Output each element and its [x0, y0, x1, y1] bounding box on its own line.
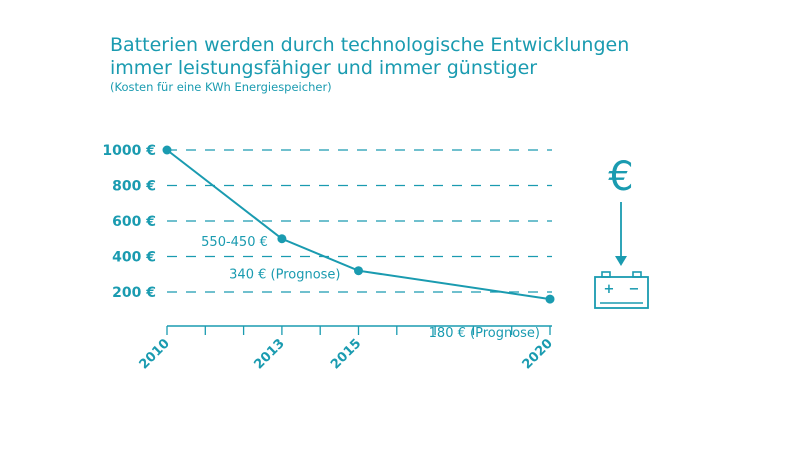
euro-icon: €: [608, 154, 633, 200]
data-point: [162, 145, 172, 155]
chart-title-line-2: immer leistungsfähiger und immer günstig…: [110, 57, 538, 79]
y-tick-label: 400 €: [112, 250, 156, 266]
battery-body: [594, 276, 649, 309]
x-tick-label: 2015: [328, 336, 364, 372]
x-tick-label: 2020: [520, 336, 556, 372]
series-line: [166, 149, 551, 301]
chart-title: Batterien werden durch technologische En…: [110, 34, 629, 80]
data-label: 180 € (Prognose): [429, 326, 540, 341]
y-tick-label: 1000 €: [102, 143, 156, 159]
data-point: [354, 266, 363, 276]
data-label: 340 € (Prognose): [229, 268, 340, 283]
data-label: 550-450 €: [201, 235, 268, 250]
battery-terminal: [601, 271, 611, 278]
chart-title-line-1: Batterien werden durch technologische En…: [110, 34, 630, 56]
battery-terminal: [632, 271, 642, 278]
y-tick-label: 200 €: [112, 285, 156, 301]
arrow-head: [615, 256, 627, 266]
y-tick-label: 800 €: [112, 179, 156, 195]
battery-minus-sign: −: [629, 282, 640, 297]
battery-icon: + −: [594, 271, 649, 309]
battery-plus-sign: +: [604, 282, 615, 297]
x-tick-label: 2013: [252, 336, 288, 372]
data-point: [277, 234, 287, 244]
chart-subtitle: (Kosten für eine KWh Energiespeicher): [110, 80, 332, 94]
x-tick-label: 2010: [137, 336, 173, 372]
data-point: [545, 294, 555, 304]
y-tick-label: 600 €: [112, 214, 156, 230]
